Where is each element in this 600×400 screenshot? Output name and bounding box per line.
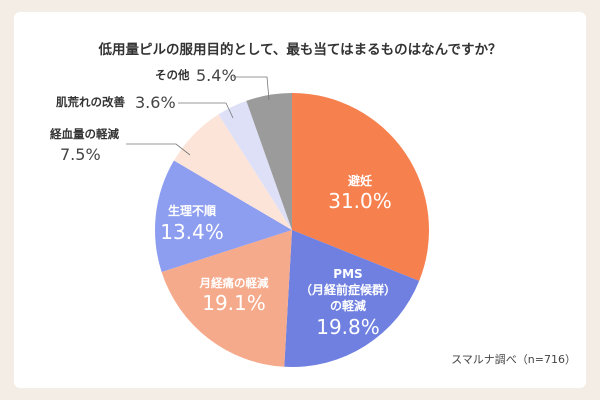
- slice-value-3: 13.4%: [160, 220, 224, 244]
- pie-slice-3: [155, 160, 292, 273]
- slice-value-0: 31.0%: [328, 189, 392, 213]
- slice-label-1b: （月経前症候群）: [300, 282, 396, 297]
- source-note: スマルナ調べ（n=716）: [451, 353, 576, 366]
- slice-label-1: PMS: [333, 267, 362, 281]
- pie-slice-6: [246, 93, 292, 230]
- slice-label-5: 肌荒れの改善: [56, 95, 125, 109]
- pie-slice-5: [218, 100, 292, 230]
- slice-label-0: 避妊: [348, 173, 372, 188]
- slice-value-4: 7.5%: [60, 145, 101, 164]
- leader-line-5: [178, 102, 234, 119]
- slice-label-6: その他: [155, 68, 190, 82]
- slice-value-6: 5.4%: [196, 66, 237, 85]
- pie-slice-2: [161, 230, 292, 367]
- chart-title: 低用量ピルの服用目的として、最も当てはまるものはなんですか？: [98, 42, 502, 58]
- leader-line-4: [126, 143, 191, 156]
- slice-label-3: 生理不順: [168, 203, 217, 218]
- slice-label-2: 月経痛の軽減: [199, 276, 269, 290]
- slice-label-1c: の軽減: [330, 298, 366, 313]
- leader-line-6: [233, 76, 270, 101]
- slice-value-5: 3.6%: [135, 93, 176, 112]
- slice-value-2: 19.1%: [202, 291, 266, 315]
- slice-label-4: 経血量の軽減: [50, 127, 119, 141]
- pie-slice-4: [173, 114, 292, 230]
- slice-value-1: 19.8%: [316, 315, 380, 339]
- pie-slice-0: [292, 93, 429, 281]
- pie-slice-1: [284, 230, 420, 367]
